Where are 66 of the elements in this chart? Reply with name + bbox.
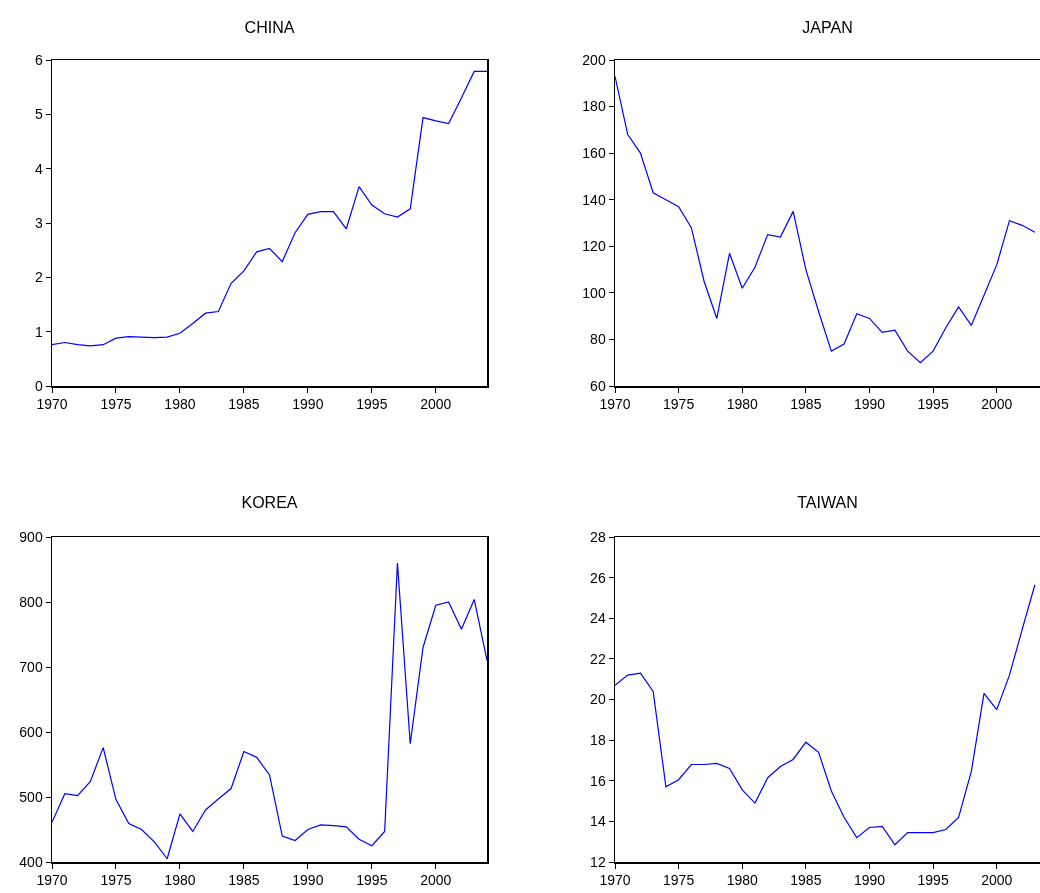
x-tick-label: 1975 bbox=[663, 872, 695, 889]
y-tick-label: 28 bbox=[590, 528, 606, 545]
y-tick-label: 4 bbox=[34, 160, 43, 177]
y-tick-label: 20 bbox=[590, 691, 606, 708]
y-tick-label: 200 bbox=[582, 51, 606, 68]
x-tick-label: 2000 bbox=[420, 396, 452, 413]
y-tick-label: 60 bbox=[590, 377, 606, 394]
y-tick-label: 100 bbox=[582, 284, 606, 301]
x-tick-label: 2000 bbox=[420, 872, 452, 889]
y-tick-label: 0 bbox=[34, 377, 43, 394]
y-tick-label: 1 bbox=[34, 323, 43, 340]
y-tick-label: 180 bbox=[582, 98, 606, 115]
x-tick-label: 1990 bbox=[853, 396, 886, 413]
chart-title: CHINA bbox=[244, 18, 295, 36]
x-tick-label: 1995 bbox=[917, 872, 949, 889]
x-tick-label: 1980 bbox=[164, 872, 196, 889]
line-series bbox=[52, 562, 487, 860]
x-tick-label: 1995 bbox=[917, 396, 949, 413]
y-tick-label: 12 bbox=[590, 853, 606, 870]
y-tick-label: 900 bbox=[19, 528, 43, 545]
y-tick-label: 26 bbox=[590, 569, 606, 586]
y-tick-label: 800 bbox=[19, 593, 43, 610]
x-tick-label: 1995 bbox=[356, 396, 388, 413]
x-tick-label: 1970 bbox=[36, 396, 68, 413]
y-tick-label: 5 bbox=[34, 106, 43, 123]
chart-title: JAPAN bbox=[802, 18, 853, 36]
chart-title: KOREA bbox=[241, 493, 298, 511]
x-tick-label: 1975 bbox=[100, 872, 132, 889]
y-tick-label: 160 bbox=[582, 145, 606, 162]
x-tick-label: 1995 bbox=[356, 872, 388, 889]
line-series bbox=[52, 70, 487, 347]
y-tick-label: 140 bbox=[582, 191, 606, 208]
y-tick-label: 18 bbox=[590, 732, 606, 749]
y-tick-label: 120 bbox=[582, 238, 606, 255]
x-tick-label: 1985 bbox=[228, 872, 260, 889]
y-tick-label: 3 bbox=[34, 214, 43, 231]
line-series bbox=[615, 75, 1036, 364]
x-tick-label: 1980 bbox=[726, 872, 759, 889]
x-tick-label: 1985 bbox=[228, 396, 260, 413]
y-tick-label: 14 bbox=[590, 813, 606, 830]
x-tick-label: 1975 bbox=[663, 396, 695, 413]
x-tick-label: 1990 bbox=[853, 872, 886, 889]
x-tick-label: 1980 bbox=[726, 396, 759, 413]
x-tick-label: 2000 bbox=[981, 872, 1013, 889]
y-tick-label: 22 bbox=[590, 650, 606, 667]
x-tick-label: 1980 bbox=[164, 396, 196, 413]
y-tick-label: 24 bbox=[590, 610, 606, 627]
x-tick-label: 1975 bbox=[100, 396, 132, 413]
x-tick-label: 1985 bbox=[790, 396, 822, 413]
x-tick-label: 1990 bbox=[292, 396, 324, 413]
y-tick-label: 500 bbox=[19, 788, 43, 805]
y-tick-label: 600 bbox=[19, 723, 43, 740]
x-tick-label: 2000 bbox=[981, 396, 1013, 413]
x-tick-label: 1970 bbox=[599, 872, 631, 889]
x-tick-label: 1990 bbox=[292, 872, 324, 889]
y-tick-label: 700 bbox=[19, 658, 43, 675]
x-tick-label: 1970 bbox=[36, 872, 68, 889]
x-tick-label: 1970 bbox=[599, 396, 631, 413]
chart-title: TAIWAN bbox=[797, 493, 858, 511]
y-tick-label: 80 bbox=[590, 331, 606, 348]
y-tick-label: 2 bbox=[34, 269, 43, 286]
x-tick-label: 1985 bbox=[790, 872, 822, 889]
y-tick-label: 16 bbox=[590, 772, 606, 789]
line-series bbox=[615, 584, 1036, 846]
y-tick-label: 400 bbox=[19, 853, 43, 870]
y-tick-label: 6 bbox=[34, 51, 43, 68]
